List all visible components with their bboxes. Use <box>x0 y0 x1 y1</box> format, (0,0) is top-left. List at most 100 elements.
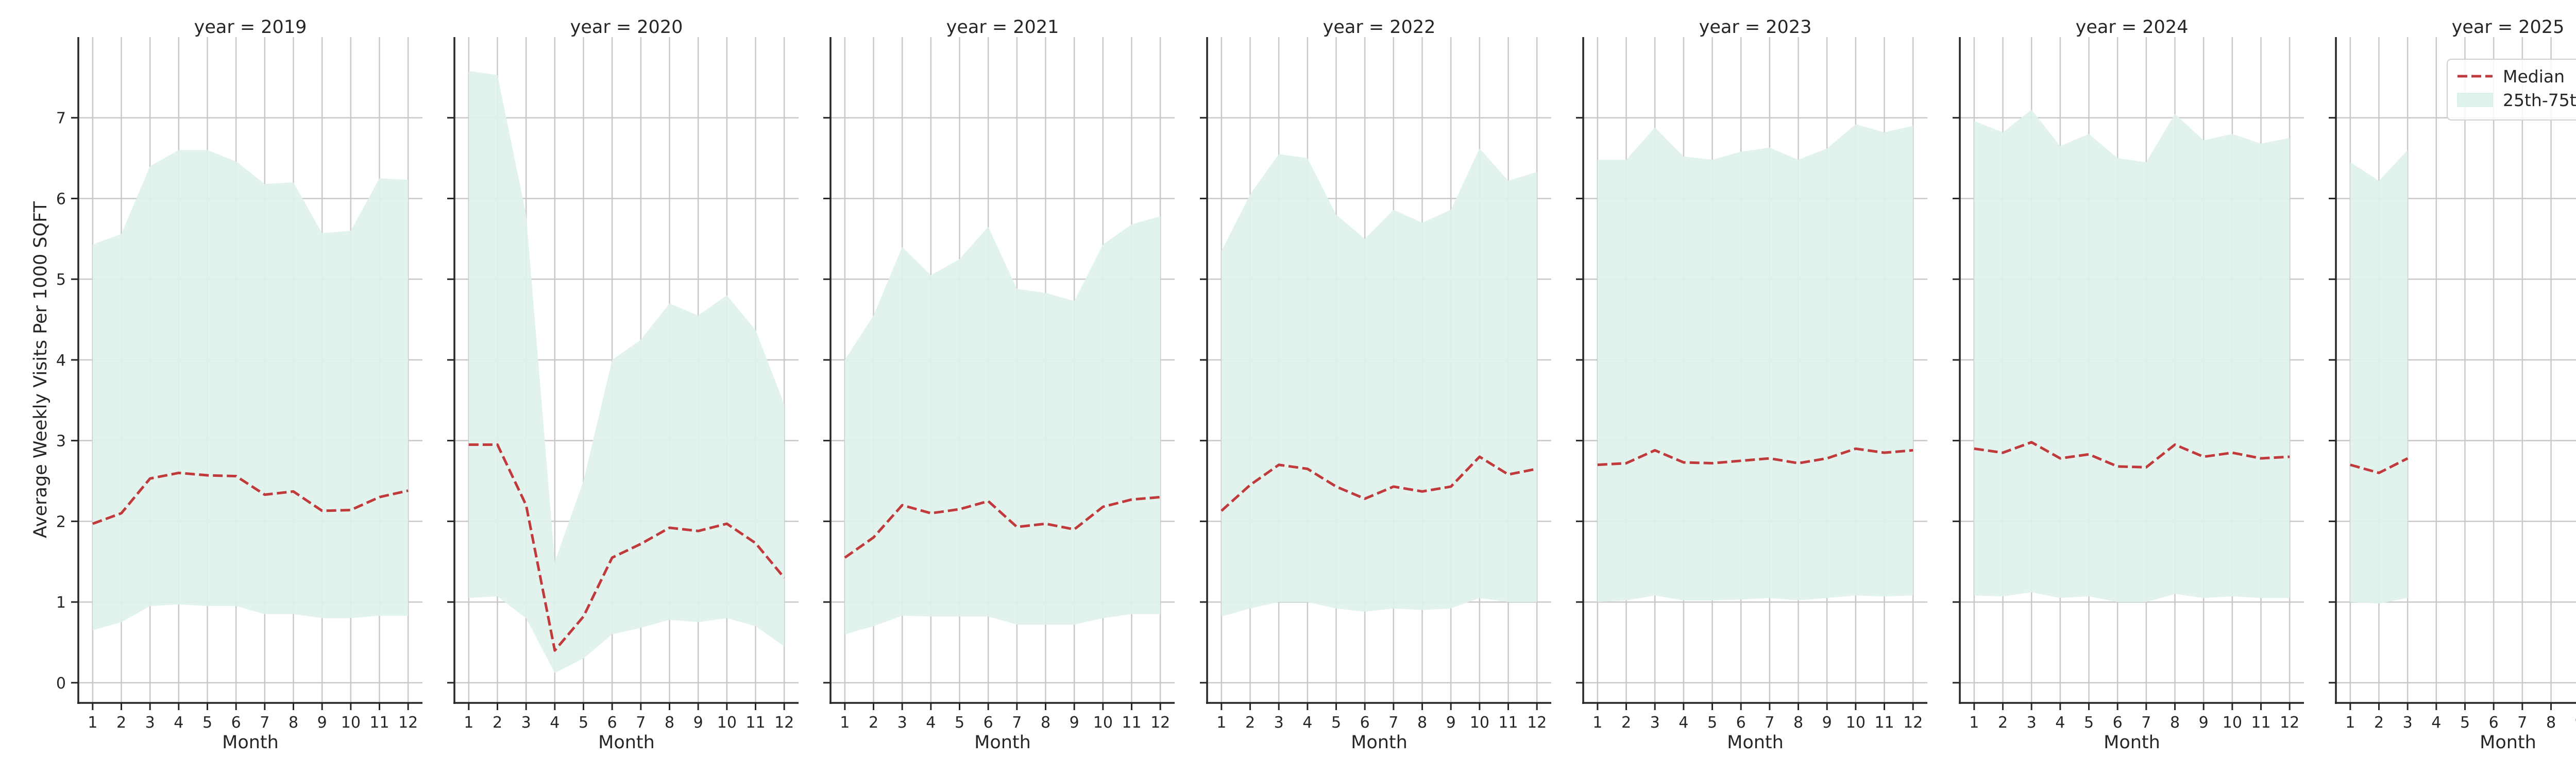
x-axis-title: Month <box>974 732 1031 753</box>
x-axis-title: Month <box>1727 732 1784 753</box>
x-tick-label: 5 <box>955 714 964 732</box>
x-tick-label: 8 <box>2170 714 2180 732</box>
x-tick-label: 11 <box>745 714 765 732</box>
panel-title: year = 2023 <box>1699 17 1812 38</box>
legend-median-label: Median <box>2503 66 2565 87</box>
x-tick-label: 3 <box>2403 714 2413 732</box>
panel-title: year = 2025 <box>2452 17 2565 38</box>
x-axis-title: Month <box>2480 732 2536 753</box>
x-tick-label: 4 <box>2431 714 2441 732</box>
percentile-band <box>468 71 785 674</box>
x-tick-label: 9 <box>2575 714 2576 732</box>
x-axis-title: Month <box>1351 732 1408 753</box>
x-tick-label: 7 <box>2141 714 2151 732</box>
x-tick-label: 6 <box>2113 714 2123 732</box>
x-tick-label: 9 <box>1446 714 1456 732</box>
x-tick-label: 4 <box>550 714 560 732</box>
percentile-band <box>2350 150 2408 604</box>
x-tick-label: 7 <box>260 714 269 732</box>
x-tick-label: 12 <box>1150 714 1170 732</box>
percentile-band <box>1597 124 1913 602</box>
y-axis-title: Average Weekly Visits Per 1000 SQFT <box>30 201 51 538</box>
x-tick-label: 2 <box>1621 714 1631 732</box>
x-tick-label: 2 <box>493 714 502 732</box>
x-tick-label: 10 <box>2223 714 2242 732</box>
x-tick-label: 9 <box>693 714 703 732</box>
x-tick-label: 1 <box>2345 714 2355 732</box>
x-tick-label: 9 <box>317 714 327 732</box>
x-tick-label: 10 <box>1470 714 1489 732</box>
x-tick-label: 8 <box>2546 714 2556 732</box>
x-tick-label: 6 <box>2489 714 2499 732</box>
x-tick-label: 8 <box>665 714 674 732</box>
y-tick-label: 5 <box>56 271 66 289</box>
x-tick-label: 7 <box>1012 714 1022 732</box>
percentile-band <box>844 216 1161 634</box>
x-tick-label: 4 <box>2055 714 2065 732</box>
x-axis-title: Month <box>222 732 279 753</box>
x-tick-label: 3 <box>145 714 155 732</box>
x-tick-label: 5 <box>1707 714 1717 732</box>
x-tick-label: 8 <box>289 714 298 732</box>
median-line <box>1597 447 1913 467</box>
y-tick-label: 0 <box>56 675 66 693</box>
x-tick-label: 4 <box>174 714 183 732</box>
x-tick-label: 9 <box>1070 714 1079 732</box>
x-tick-label: 12 <box>1903 714 1923 732</box>
legend: Median 25th-75th Percentile <box>2447 59 2576 120</box>
x-tick-label: 1 <box>1969 714 1979 732</box>
median-line <box>468 443 786 652</box>
x-tick-label: 1 <box>1592 714 1602 732</box>
x-tick-label: 8 <box>1041 714 1050 732</box>
x-tick-label: 5 <box>1331 714 1341 732</box>
median-line <box>844 495 1161 559</box>
median-line <box>92 471 409 525</box>
x-tick-label: 12 <box>774 714 794 732</box>
y-tick-label: 1 <box>56 594 66 612</box>
x-tick-label: 12 <box>398 714 418 732</box>
x-tick-label: 3 <box>521 714 531 732</box>
x-tick-label: 10 <box>717 714 737 732</box>
percentile-band <box>92 150 409 630</box>
y-tick-label: 4 <box>56 352 66 370</box>
x-tick-label: 10 <box>341 714 361 732</box>
x-tick-label: 4 <box>1679 714 1688 732</box>
panel-title: year = 2020 <box>570 17 683 38</box>
x-tick-label: 6 <box>1736 714 1746 732</box>
x-tick-label: 5 <box>202 714 212 732</box>
x-tick-label: 3 <box>1274 714 1284 732</box>
x-tick-label: 6 <box>231 714 241 732</box>
x-tick-label: 3 <box>897 714 907 732</box>
x-tick-label: 11 <box>1122 714 1141 732</box>
x-tick-label: 3 <box>2027 714 2037 732</box>
x-tick-label: 2 <box>869 714 878 732</box>
x-tick-label: 8 <box>1417 714 1427 732</box>
x-tick-label: 12 <box>1527 714 1547 732</box>
panel-title: year = 2022 <box>1323 17 1436 38</box>
x-tick-label: 4 <box>1302 714 1312 732</box>
x-tick-label: 11 <box>369 714 389 732</box>
x-tick-label: 5 <box>579 714 588 732</box>
x-tick-label: 7 <box>2517 714 2527 732</box>
x-tick-label: 3 <box>1650 714 1660 732</box>
x-tick-label: 2 <box>2374 714 2384 732</box>
x-tick-label: 10 <box>1846 714 1866 732</box>
x-tick-label: 12 <box>2280 714 2299 732</box>
x-axis-title: Month <box>2104 732 2160 753</box>
x-tick-label: 6 <box>984 714 993 732</box>
x-tick-label: 11 <box>2251 714 2270 732</box>
x-tick-label: 5 <box>2084 714 2094 732</box>
x-tick-label: 1 <box>1216 714 1226 732</box>
legend-band-label: 25th-75th Percentile <box>2503 90 2576 110</box>
x-tick-label: 1 <box>464 714 473 732</box>
median-line <box>1221 455 1537 512</box>
x-tick-label: 11 <box>1874 714 1894 732</box>
x-tick-label: 1 <box>840 714 850 732</box>
legend-band-swatch <box>2457 93 2493 107</box>
